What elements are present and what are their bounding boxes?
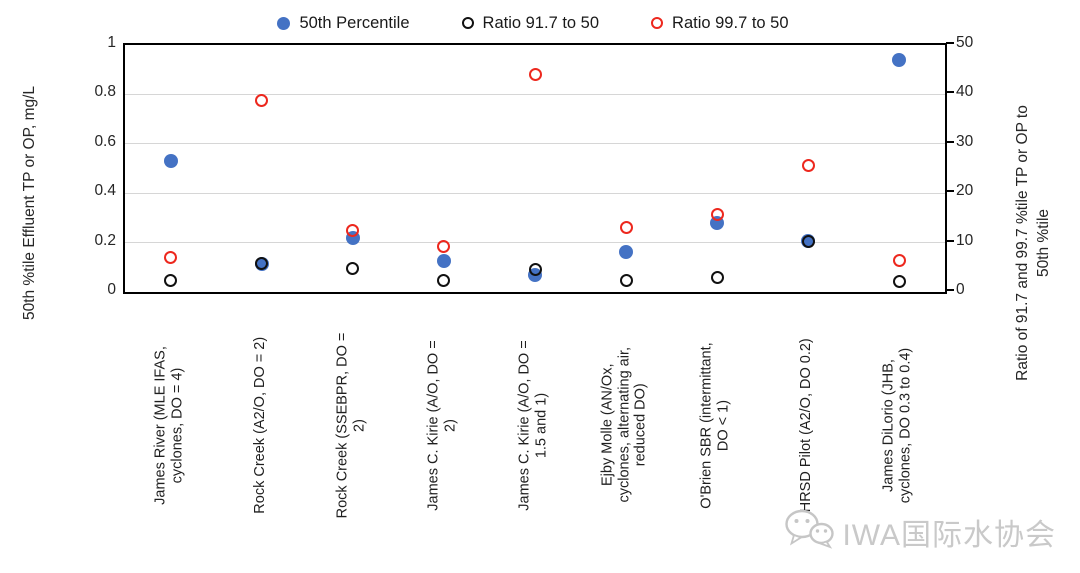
y-axis-tick-label-left: 0.4 [94,182,116,200]
data-point-ratio-91-7-to-50 [710,270,724,284]
data-point-ratio-91-7-to-50 [619,274,633,288]
x-axis-category-label: James C. Kirie (A/O, DO = 1.5 and 1) [516,339,550,511]
y-axis-tick-label-right: 50 [956,34,974,51]
y-axis-tick-label-right: 0 [956,281,965,298]
data-point-ratio-99-7-to-50 [528,68,542,82]
x-axis-category-label: Rock Creek (SSEBPR, DO = 2) [334,332,367,518]
legend-label: 50th Percentile [299,13,410,32]
x-axis-category-label: James C. Kirie (A/O, DO = 2) [425,339,458,511]
legend-marker-icon [277,16,291,30]
data-point-50th-percentile [163,154,178,169]
y-axis-tick-label-left: 0.8 [94,83,116,101]
watermark-text: IWA国际水协会 [842,518,1056,552]
data-point-ratio-91-7-to-50 [437,273,451,287]
legend-item: 50th Percentile [277,13,410,33]
legend-label: Ratio 91.7 to 50 [482,13,600,32]
data-point-ratio-99-7-to-50 [619,221,633,235]
data-point-ratio-91-7-to-50 [164,273,178,287]
x-axis-category-label: HRSD Pilot (A2/O, DO 0.2) [798,337,815,513]
data-point-ratio-91-7-to-50 [892,274,906,288]
y-axis-tick-label-left: 0.6 [94,132,116,150]
data-point-ratio-91-7-to-50 [346,262,360,276]
legend-item: Ratio 99.7 to 50 [651,14,789,33]
data-point-ratio-91-7-to-50 [801,235,815,249]
right-axis-title: Ratio of 91.7 and 99.7 %tile TP or OP to… [1012,33,1056,453]
y-axis-tick-label-right: 10 [956,231,974,249]
right-axis-title-line2: 50th %tile [1035,208,1052,278]
data-point-ratio-99-7-to-50 [255,93,269,107]
plot-area [123,43,947,294]
legend-label: Ratio 99.7 to 50 [672,13,789,32]
data-point-50th-percentile [436,254,451,269]
gridline [125,93,945,96]
gridline [125,143,945,145]
y-axis-tick-label-left: 0.2 [94,231,116,249]
chart-legend: 50th Percentile Ratio 91.7 to 50 Ratio 99.… [123,8,943,38]
y-axis-tick-label-right: 30 [956,132,974,150]
y-axis-tick-mark [945,239,954,242]
left-axis-title: 50th %tile Effluent TP or OP, mg/L [21,85,38,321]
data-point-50th-percentile [892,52,907,67]
data-point-ratio-99-7-to-50 [164,250,178,264]
legend-item: Ratio 91.7 to 50 [461,13,600,33]
legend-marker-icon [651,17,664,29]
x-axis-category-label: James DiLorio (JHB, cyclones, DO 0.3 to … [880,347,914,503]
data-point-ratio-99-7-to-50 [710,208,724,222]
y-axis-tick-mark [945,190,954,193]
x-axis-category-label: James River (MLE IFAS, cyclones, DO = 4) [152,345,185,505]
y-axis-tick-mark [945,42,954,44]
gridline [125,241,945,244]
y-axis-tick-label-right: 40 [956,83,974,101]
data-point-50th-percentile [619,245,634,260]
data-point-ratio-99-7-to-50 [346,223,360,237]
y-axis-tick-label-right: 20 [956,182,974,200]
data-point-ratio-99-7-to-50 [437,240,451,254]
data-point-ratio-99-7-to-50 [801,159,815,173]
y-axis-tick-mark [945,289,954,291]
data-point-ratio-91-7-to-50 [255,257,269,271]
y-axis-tick-mark [945,91,954,94]
x-axis-category-label: Rock Creek (A2/O, DO = 2) [251,336,268,514]
x-axis-category-label: O'Brien SBR (intermittant, DO < 1) [698,341,732,509]
data-point-ratio-99-7-to-50 [892,254,906,268]
y-axis-tick-label-left: 1 [107,34,116,51]
watermark: IWA国际水协会 [783,506,1056,557]
y-axis-tick-mark [945,140,954,143]
x-axis-category-label: Ejby Molle (AN/Ox, cyclones, alternating… [599,347,649,503]
data-point-ratio-91-7-to-50 [528,263,542,277]
y-axis-tick-label-left: 0 [107,281,116,298]
legend-marker-icon [461,17,474,29]
right-axis-title-line1: Ratio of 91.7 and 99.7 %tile TP or OP to [1014,105,1031,381]
gridline [125,192,945,194]
